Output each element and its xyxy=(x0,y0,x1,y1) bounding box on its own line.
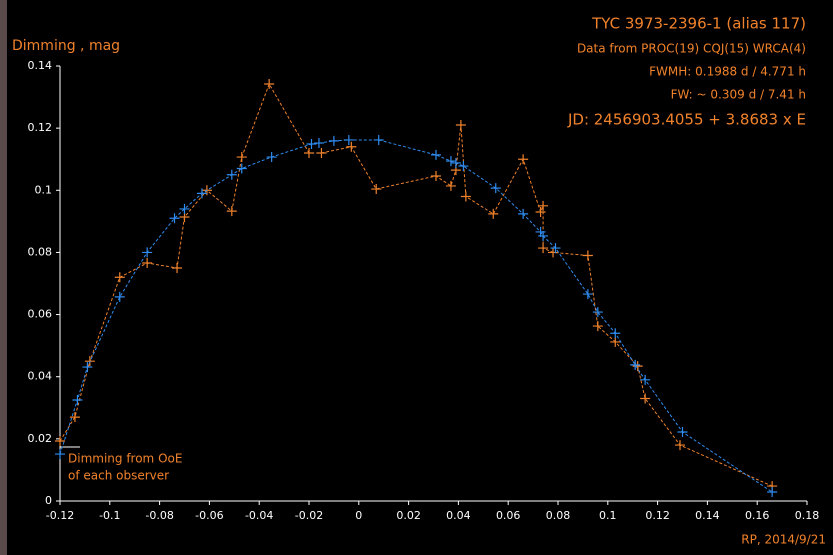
series-line xyxy=(59,82,773,487)
x-tick-label: 0.08 xyxy=(546,509,571,522)
point xyxy=(114,272,125,283)
point xyxy=(328,135,339,146)
point xyxy=(55,436,65,447)
plot-background xyxy=(7,0,833,555)
point xyxy=(535,207,546,218)
x-tick-label: 0.14 xyxy=(695,509,720,522)
point xyxy=(767,486,778,497)
point xyxy=(114,291,125,302)
x-tick-label: 0 xyxy=(355,509,362,522)
note: Data from PROC(19) CQJ(15) WRCA(4) xyxy=(577,42,806,56)
point xyxy=(430,170,441,181)
point xyxy=(538,200,549,211)
point xyxy=(640,393,651,404)
point xyxy=(675,440,686,451)
point xyxy=(640,374,651,385)
point xyxy=(518,208,529,219)
point xyxy=(172,262,183,273)
point xyxy=(445,156,456,167)
point xyxy=(236,163,247,174)
point xyxy=(455,120,466,131)
x-tick-label: 0.1 xyxy=(599,509,617,522)
point xyxy=(592,321,603,332)
series-line xyxy=(59,139,773,493)
point xyxy=(610,328,621,339)
x-tick-label: -0.1 xyxy=(99,509,120,522)
point xyxy=(142,257,153,268)
point xyxy=(266,152,277,163)
x-tick-label: -0.06 xyxy=(195,509,223,522)
x-tick-label: 0.16 xyxy=(745,509,770,522)
point xyxy=(226,206,237,217)
note: FW: ~ 0.309 d / 7.41 h xyxy=(671,88,806,102)
point xyxy=(632,361,643,372)
point xyxy=(550,243,561,254)
point xyxy=(592,307,603,318)
point xyxy=(69,412,80,423)
point xyxy=(677,427,688,438)
point xyxy=(488,208,499,219)
point xyxy=(518,154,529,165)
point xyxy=(179,203,190,214)
window-edge xyxy=(0,0,7,555)
point xyxy=(450,157,461,168)
point xyxy=(304,148,314,158)
point xyxy=(582,289,593,300)
point xyxy=(373,134,384,145)
y-tick-label: 0.12 xyxy=(28,121,53,134)
y-tick-label: 0.04 xyxy=(28,370,53,383)
point xyxy=(630,359,641,370)
y-tick-label: 0.02 xyxy=(28,432,53,445)
x-tick-label: -0.08 xyxy=(145,509,173,522)
point xyxy=(430,149,441,160)
point xyxy=(460,191,471,202)
y-tick-label: 0.1 xyxy=(35,183,53,196)
point xyxy=(538,230,549,241)
point xyxy=(343,134,354,145)
chart-title: TYC 3973-2396-1 (alias 117) xyxy=(591,15,806,33)
point xyxy=(458,161,469,172)
point xyxy=(538,243,549,254)
point xyxy=(169,213,180,224)
y-tick-label: 0 xyxy=(45,494,52,507)
point xyxy=(371,184,382,195)
x-tick-label: 0.02 xyxy=(396,509,421,522)
x-tick-label: -0.04 xyxy=(245,509,273,522)
point xyxy=(610,336,621,347)
point xyxy=(236,152,247,163)
point xyxy=(445,180,456,191)
point xyxy=(226,169,237,180)
x-tick-label: 0.12 xyxy=(645,509,670,522)
y-tick-label: 0.14 xyxy=(28,59,53,72)
point xyxy=(313,138,324,149)
point xyxy=(306,138,317,149)
y-axis-label: Dimming , mag xyxy=(12,38,120,54)
annotation: Dimming from OoE xyxy=(68,452,182,466)
point xyxy=(142,247,153,258)
point xyxy=(264,79,275,90)
point xyxy=(55,449,65,460)
point xyxy=(72,395,83,406)
y-tick-label: 0.06 xyxy=(28,308,53,321)
point xyxy=(82,362,93,373)
x-tick-label: 0.06 xyxy=(496,509,521,522)
x-tick-label: -0.12 xyxy=(46,509,74,522)
point xyxy=(346,141,357,152)
x-tick-label: -0.02 xyxy=(295,509,323,522)
point xyxy=(582,250,593,261)
point xyxy=(196,188,207,199)
point xyxy=(490,183,501,194)
point xyxy=(548,247,559,258)
x-tick-label: 0.18 xyxy=(795,509,820,522)
point xyxy=(535,226,546,237)
note: JD: 2456903.4055 + 3.8683 x E xyxy=(567,111,806,129)
note: FWMH: 0.1988 d / 4.771 h xyxy=(649,65,806,79)
y-tick-label: 0.08 xyxy=(28,245,53,258)
annotation: of each observer xyxy=(68,469,169,483)
point xyxy=(316,148,327,158)
footer: RP, 2014/9/21 xyxy=(741,533,826,547)
x-tick-label: 0.04 xyxy=(446,509,471,522)
